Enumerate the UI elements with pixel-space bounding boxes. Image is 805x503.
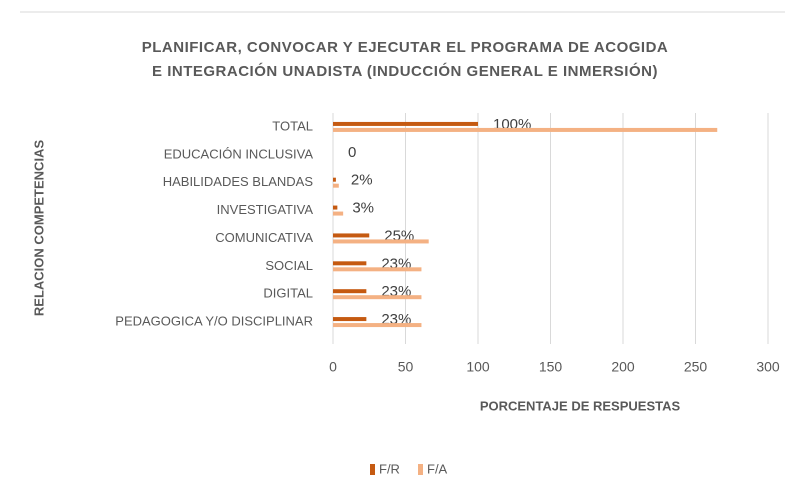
legend-label: F/R — [379, 461, 400, 476]
chart-title: E INTEGRACIÓN UNADISTA (INDUCCIÓN GENERA… — [152, 62, 658, 80]
x-tick-label: 200 — [611, 359, 635, 375]
x-tick-label: 300 — [756, 359, 780, 375]
y-tick-label: HABILIDADES BLANDAS — [163, 174, 314, 189]
bar — [333, 239, 429, 244]
x-axis-label: PORCENTAJE DE RESPUESTAS — [480, 398, 681, 413]
bar — [333, 205, 338, 210]
bar — [333, 127, 718, 132]
bar — [333, 183, 339, 188]
legend-swatch — [370, 464, 375, 475]
x-tick-label: 250 — [684, 359, 708, 375]
x-tick-label: 0 — [329, 359, 337, 375]
y-tick-label: PEDAGOGICA Y/O DISCIPLINAR — [115, 314, 313, 329]
bar — [333, 211, 344, 216]
bar — [333, 295, 422, 300]
y-tick-label: COMUNICATIVA — [215, 230, 313, 245]
x-tick-label: 150 — [539, 359, 563, 375]
data-label: 2% — [351, 172, 373, 189]
chart-title: PLANIFICAR, CONVOCAR Y EJECUTAR EL PROGR… — [142, 39, 668, 56]
y-tick-label: DIGITAL — [263, 286, 313, 301]
bar — [333, 317, 367, 322]
y-tick-label: SOCIAL — [265, 258, 313, 273]
y-tick-label: TOTAL — [272, 118, 313, 133]
y-tick-label: INVESTIGATIVA — [217, 202, 314, 217]
data-label: 0 — [348, 144, 356, 161]
legend-swatch — [418, 464, 423, 475]
bar — [333, 177, 336, 182]
bar — [333, 121, 478, 126]
bar — [333, 233, 370, 238]
data-label: 3% — [352, 200, 374, 217]
x-tick-label: 100 — [466, 359, 490, 375]
bar — [333, 323, 422, 328]
y-axis-label: RELACION COMPETENCIAS — [31, 140, 46, 317]
x-tick-label: 50 — [398, 359, 414, 375]
y-tick-label: EDUCACIÓN INCLUSIVA — [164, 146, 314, 161]
bar — [333, 289, 367, 294]
legend-label: F/A — [427, 461, 448, 476]
bar — [333, 267, 422, 272]
bar — [333, 261, 367, 266]
